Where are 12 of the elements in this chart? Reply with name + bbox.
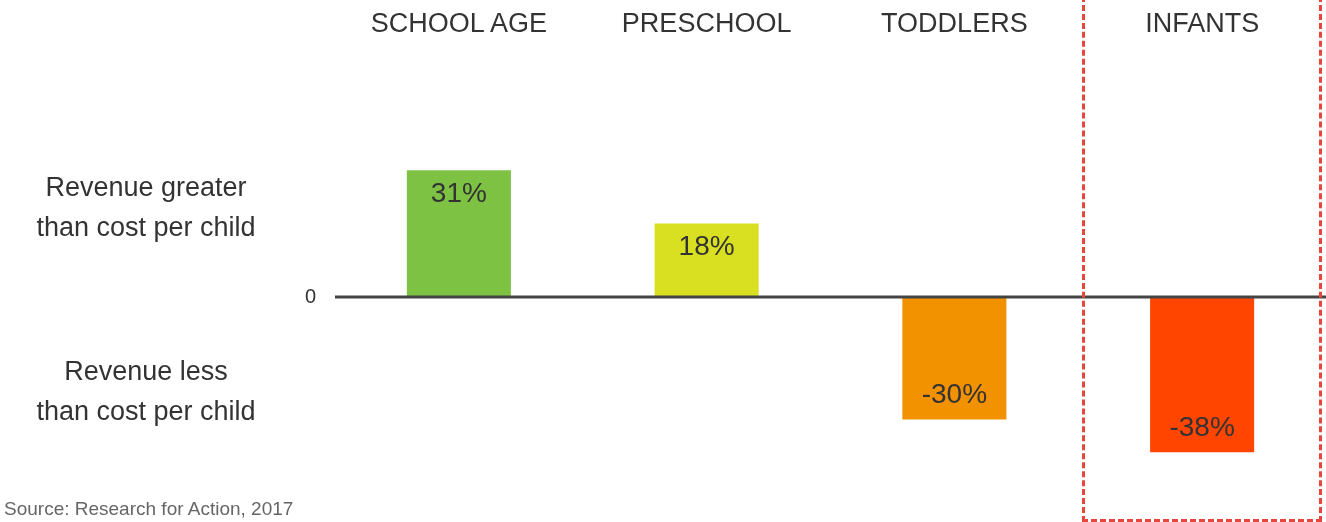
data-label: 18% <box>678 230 735 262</box>
text: Revenue less than cost per child <box>35 354 257 428</box>
source-note: Source: Research for Action, 2017 <box>4 498 294 520</box>
x-tick-label: INFANTS <box>1145 7 1260 38</box>
x-tick-label: TODDLERS <box>881 7 1028 38</box>
data-label: -30% <box>921 378 988 410</box>
text: 0 <box>305 283 317 308</box>
data-label: -38% <box>1169 410 1235 442</box>
data-label: 31% <box>430 177 487 209</box>
text: Revenue greater than cost per child <box>35 170 257 244</box>
x-tick-label: PRESCHOOL <box>621 7 792 38</box>
x-tick-label: SCHOOL AGE <box>370 7 547 38</box>
